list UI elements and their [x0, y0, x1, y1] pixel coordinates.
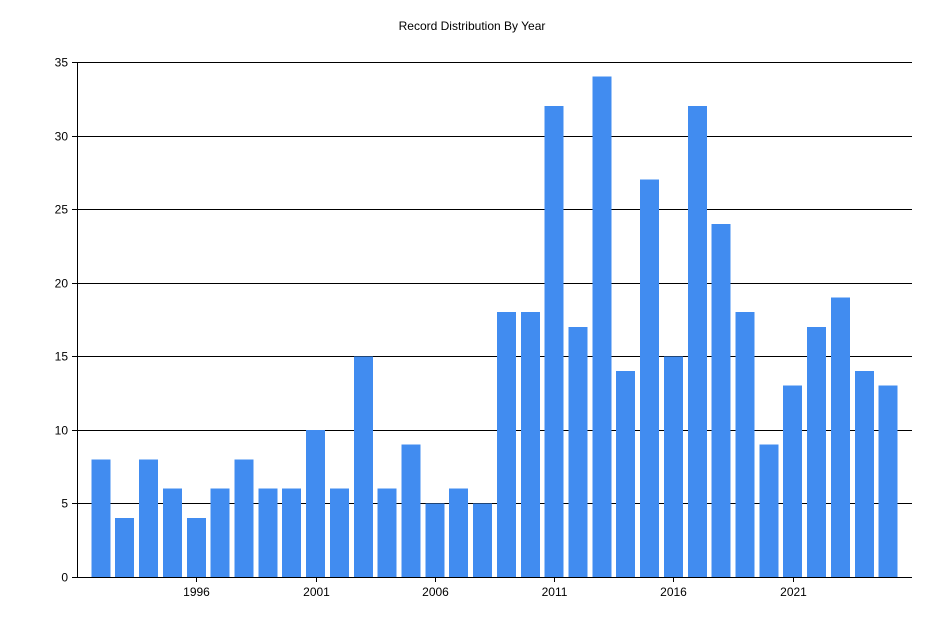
x-tick-label: 2001	[303, 585, 330, 599]
bar-2025	[878, 385, 898, 577]
bar-1993	[115, 518, 135, 577]
bar-2012	[568, 326, 588, 577]
bar-2011	[544, 106, 564, 577]
bar-1995	[162, 488, 182, 577]
bar-2017	[687, 106, 707, 577]
bar-2024	[854, 371, 874, 577]
bar-2015	[640, 179, 660, 577]
bar-2020	[759, 444, 779, 577]
x-axis-ticks: 1996 2001 2006 2011 2016 2021	[183, 577, 807, 599]
bar-2004	[377, 488, 397, 577]
bar-2006	[425, 503, 445, 577]
bar-2008	[473, 503, 493, 577]
y-tick-label: 20	[55, 277, 69, 291]
bar-2009	[496, 312, 516, 577]
bar-1994	[139, 459, 159, 577]
bar-2014	[616, 371, 636, 577]
y-tick-label: 5	[61, 497, 68, 511]
chart-title: Record Distribution By Year	[399, 19, 546, 33]
y-tick-label: 25	[55, 203, 69, 217]
x-tick-label: 2006	[422, 585, 449, 599]
y-tick-label: 35	[55, 56, 69, 70]
bar-2016	[663, 356, 683, 577]
bar-2013	[592, 76, 612, 578]
bar-1999	[258, 488, 278, 577]
y-axis-ticks: 0 5 10 15 20 25 30 35	[55, 56, 77, 585]
axes	[77, 62, 912, 578]
bar-2021	[783, 385, 803, 577]
bar-2023	[830, 297, 850, 577]
x-tick-label: 2016	[660, 585, 687, 599]
bar-2001	[306, 429, 326, 577]
bar-2003	[353, 356, 373, 577]
bar-1992	[91, 459, 111, 577]
y-tick-label: 15	[55, 350, 69, 364]
bar-2019	[735, 312, 755, 577]
bar-2002	[329, 488, 349, 577]
bar-1998	[234, 459, 254, 577]
x-tick-label: 1996	[183, 585, 210, 599]
bar-1997	[210, 488, 230, 577]
y-tick-label: 30	[55, 130, 69, 144]
bar-2000	[282, 488, 302, 577]
bar-2005	[401, 444, 421, 577]
bar-1996	[186, 518, 206, 577]
bar-2018	[711, 223, 731, 578]
bar-2022	[807, 326, 827, 577]
x-tick-label: 2021	[780, 585, 807, 599]
gridlines	[77, 62, 912, 504]
y-tick-label: 10	[55, 424, 69, 438]
bar-2010	[520, 312, 540, 577]
x-tick-label: 2011	[542, 585, 568, 599]
bar-2007	[449, 488, 469, 577]
y-tick-label: 0	[61, 571, 68, 585]
bars	[91, 76, 898, 578]
